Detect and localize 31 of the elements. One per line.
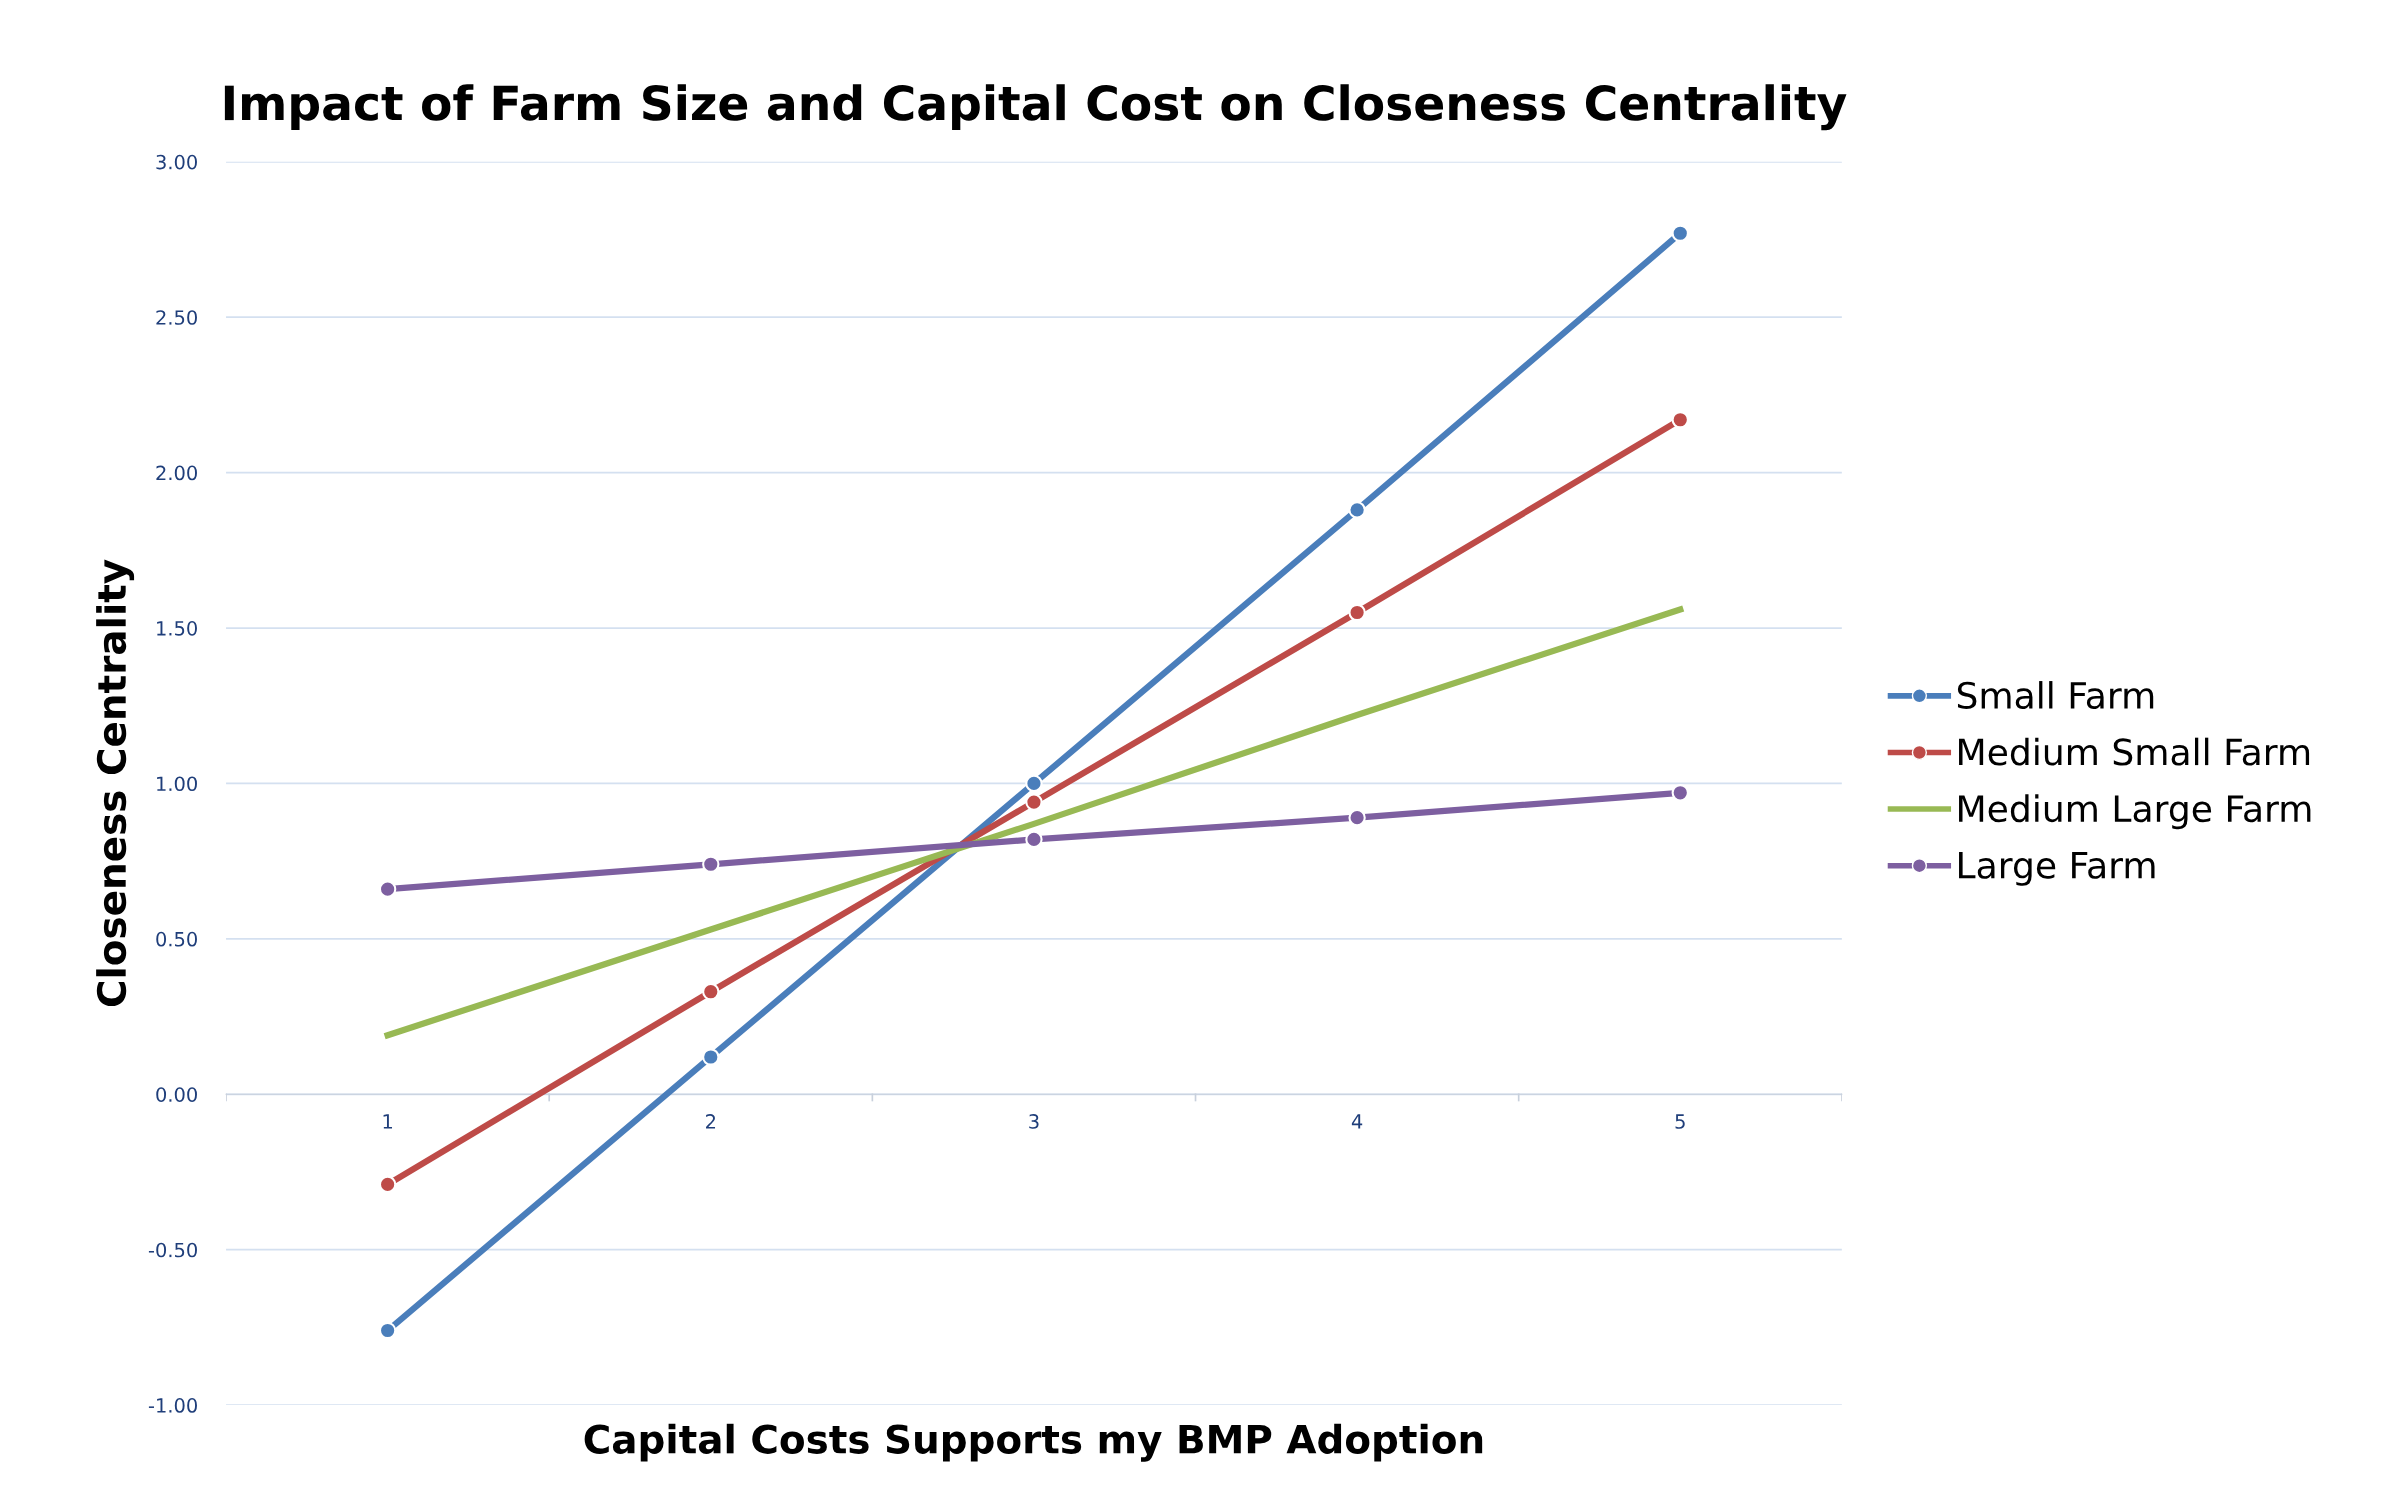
x-tick-label: 1 — [383, 1114, 393, 1129]
point — [1671, 224, 1689, 242]
x-tick-label: 5 — [1675, 1114, 1685, 1129]
y-axis-title: Closeness Centrality — [96, 559, 135, 1007]
point — [1671, 784, 1689, 802]
legend-label: Medium Small Farm — [1959, 737, 2310, 766]
y-tick-label: 1.50 — [157, 620, 197, 636]
point — [702, 855, 720, 873]
point — [1348, 603, 1366, 622]
point — [1348, 501, 1366, 519]
legend-label: Large Farm — [1959, 852, 2155, 886]
y-tick-label: -1.00 — [148, 1398, 197, 1413]
point — [1025, 793, 1043, 811]
y-tick-label: 2.00 — [156, 465, 197, 481]
y-tick-label: 2.50 — [156, 310, 197, 325]
y-tick-label: 0.00 — [156, 1087, 197, 1102]
point — [1025, 774, 1043, 793]
legend-label: Medium Large Farm — [1959, 794, 2311, 830]
x-axis-title: Capital Costs Supports my BMP Adoption — [584, 1423, 1483, 1462]
legend-label: Small Farm — [1957, 681, 2154, 710]
x-tick-label: 4 — [1351, 1114, 1363, 1129]
chart-title: Impact of Farm Size and Capital Cost on Closeness Centrality — [224, 84, 1847, 131]
point — [702, 983, 720, 1001]
y-tick-label: -0.50 — [148, 1242, 197, 1258]
x-tick-label: 3 — [1029, 1114, 1039, 1129]
y-tick-label: 1.00 — [157, 776, 197, 792]
x-tick-label: 2 — [706, 1114, 716, 1129]
point — [1671, 411, 1689, 429]
y-tick-label: 0.50 — [156, 931, 197, 947]
point — [702, 1048, 720, 1066]
y-tick-label: 3.00 — [156, 154, 197, 170]
